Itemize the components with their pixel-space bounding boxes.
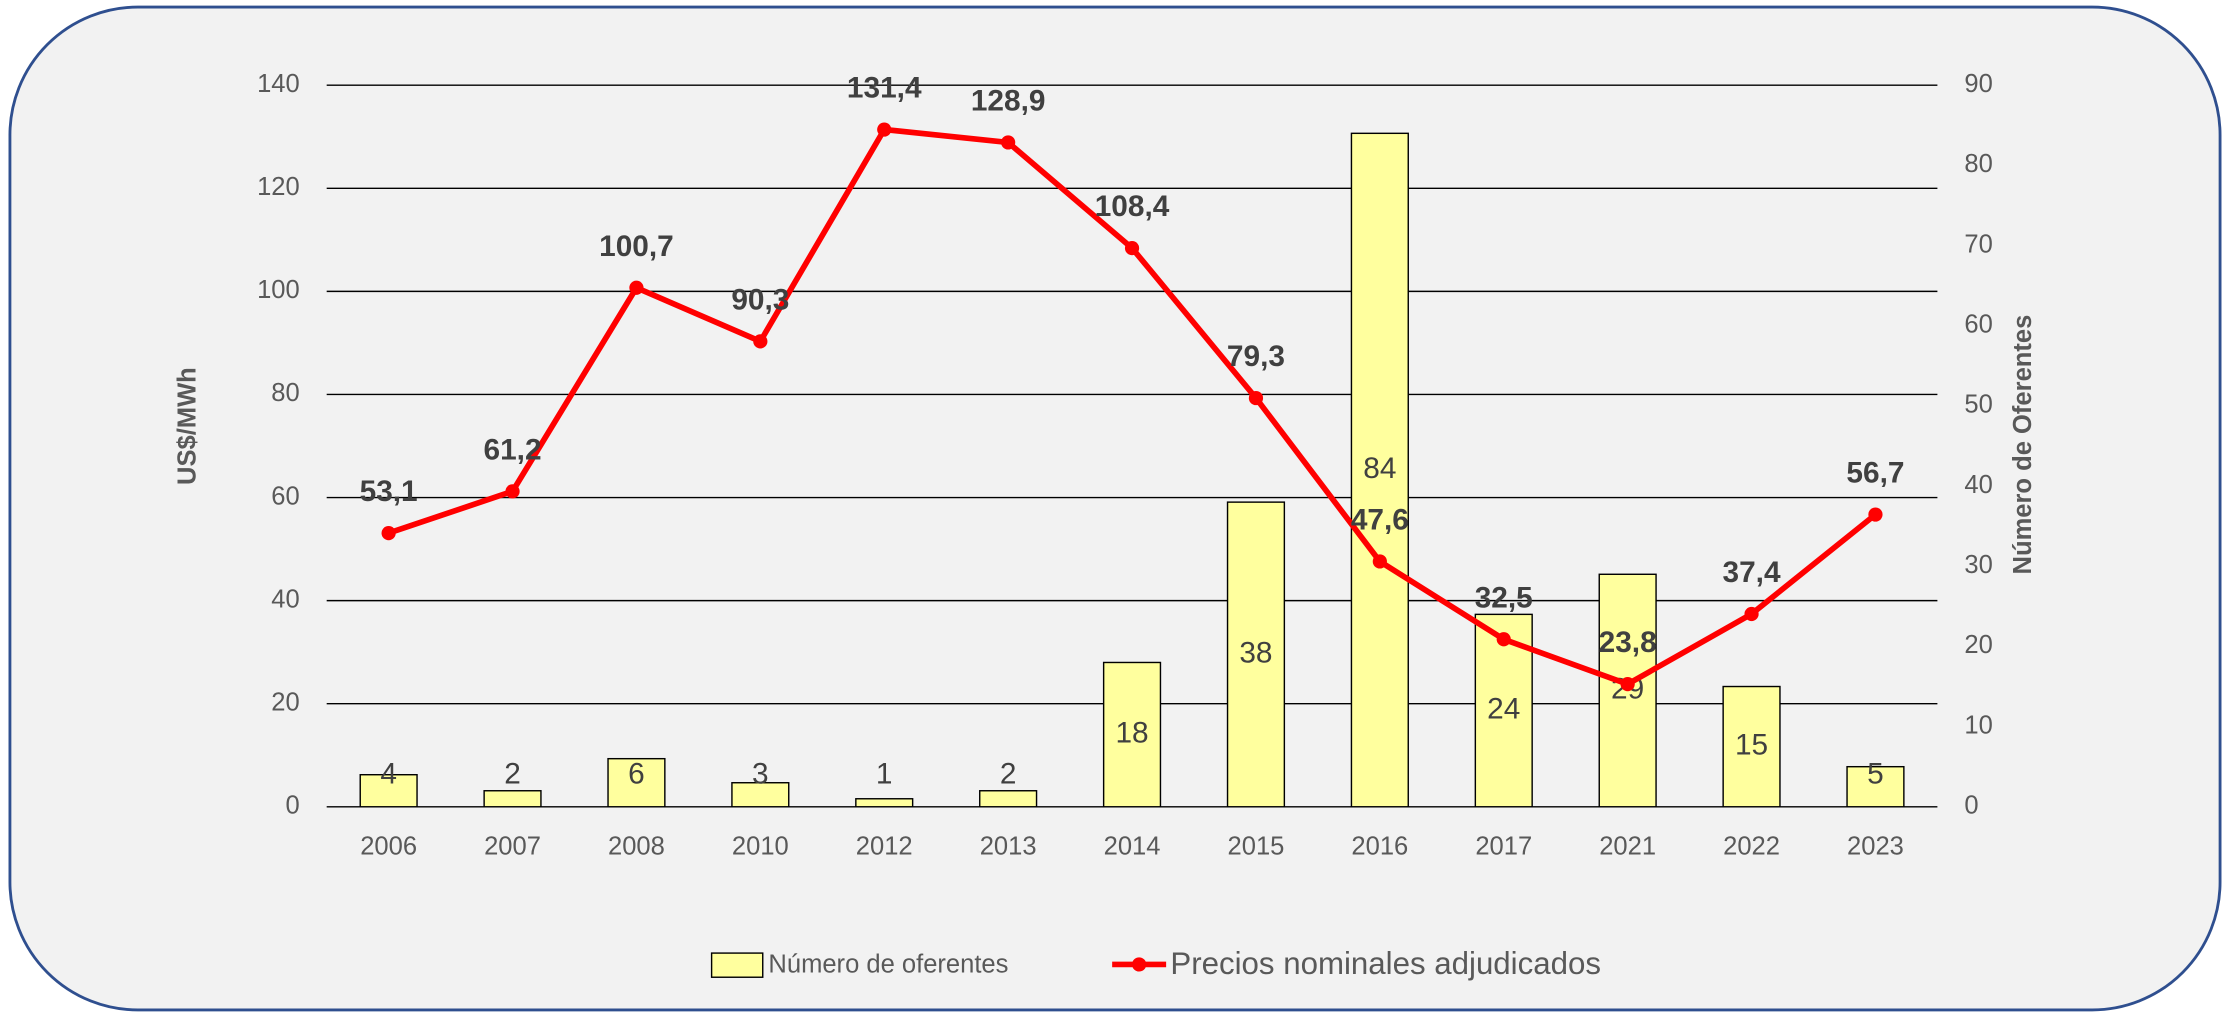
- x-tick-label: 2023: [1847, 833, 1904, 861]
- x-tick-label: 2007: [484, 833, 541, 861]
- point-label: 37,4: [1723, 556, 1781, 589]
- line-point: [505, 484, 520, 499]
- x-tick-label: 2016: [1351, 833, 1408, 861]
- line-point: [381, 526, 396, 541]
- legend-swatch: [710, 952, 764, 978]
- x-tick-label: 2008: [608, 833, 665, 861]
- y-tick-label: 80: [271, 379, 299, 407]
- chart-background: [8, 5, 2222, 1012]
- bar: [1102, 661, 1162, 808]
- point-label: 56,7: [1846, 457, 1904, 490]
- y2-tick-label: 40: [1964, 471, 1992, 499]
- y2-tick-label: 50: [1964, 391, 1992, 419]
- y2-tick-label: 90: [1964, 70, 1992, 98]
- x-tick-label: 2012: [856, 833, 913, 861]
- bar: [1846, 765, 1905, 808]
- bar-label: 2: [1000, 757, 1017, 790]
- legend-swatch-marker: [1132, 957, 1147, 972]
- y2-tick-label: 10: [1964, 711, 1992, 739]
- line-point: [1001, 135, 1016, 150]
- bar: [483, 790, 542, 808]
- bar: [359, 774, 418, 808]
- line-point: [877, 122, 892, 137]
- point-label: 47,6: [1351, 504, 1409, 537]
- x-tick-label: 2015: [1228, 833, 1285, 861]
- y-tick-label: 40: [271, 585, 299, 613]
- x-tick-label: 2013: [980, 833, 1037, 861]
- bar-label: 18: [1115, 717, 1148, 750]
- bar-label: 84: [1363, 452, 1396, 485]
- point-label: 61,2: [484, 433, 542, 466]
- bar-label: 15: [1735, 729, 1768, 762]
- bar-label: 6: [628, 757, 645, 790]
- bar-label: 3: [752, 757, 769, 790]
- point-label: 23,8: [1599, 626, 1657, 659]
- y2-axis-title: Número de Oferentes: [2009, 315, 2037, 575]
- y-axis-title: US$/MWh: [174, 367, 202, 485]
- line-point: [1496, 632, 1511, 647]
- line-point: [1868, 507, 1883, 522]
- bar-label: 5: [1867, 757, 1884, 790]
- bar: [1226, 501, 1286, 808]
- x-tick-label: 2010: [732, 833, 789, 861]
- line-point: [1744, 606, 1759, 622]
- line-point: [1248, 390, 1264, 406]
- point-label: 128,9: [971, 85, 1046, 118]
- bar: [979, 790, 1038, 808]
- x-tick-label: 2017: [1475, 833, 1532, 861]
- y2-tick-label: 70: [1964, 230, 1992, 258]
- point-label: 53,1: [360, 475, 418, 508]
- y-tick-label: 20: [271, 688, 299, 716]
- y2-tick-label: 60: [1964, 310, 1992, 338]
- y-tick-label: 140: [257, 70, 300, 98]
- bar: [1722, 685, 1781, 808]
- y2-tick-label: 30: [1964, 551, 1992, 579]
- y2-tick-label: 80: [1964, 150, 1992, 178]
- bar: [855, 798, 914, 808]
- y-tick-label: 120: [257, 173, 300, 201]
- point-label: 32,5: [1475, 581, 1533, 614]
- bar-label: 1: [876, 757, 893, 790]
- line-point: [753, 334, 768, 349]
- legend-label: Precios nominales adjudicados: [1170, 946, 1601, 981]
- x-tick-label: 2022: [1723, 833, 1780, 861]
- bar: [731, 782, 790, 808]
- point-label: 108,4: [1095, 190, 1170, 223]
- bar: [607, 757, 666, 808]
- line-point: [1372, 554, 1387, 569]
- y-tick-label: 100: [257, 276, 300, 304]
- bar-label: 24: [1487, 692, 1520, 725]
- point-label: 79,3: [1227, 340, 1285, 373]
- bar-label: 2: [504, 757, 521, 790]
- line-point: [1124, 240, 1140, 256]
- y-tick-label: 60: [271, 482, 299, 510]
- y2-tick-label: 20: [1964, 631, 1992, 659]
- point-label: 131,4: [847, 72, 922, 105]
- bar-label: 4: [380, 757, 397, 790]
- legend-label: Número de oferentes: [768, 951, 1008, 979]
- bar-label: 38: [1239, 636, 1272, 669]
- y-tick-label: 0: [285, 792, 299, 820]
- bar: [1350, 132, 1409, 808]
- point-label: 90,3: [731, 283, 789, 316]
- y2-tick-label: 0: [1964, 792, 1978, 820]
- x-tick-label: 2021: [1599, 833, 1656, 861]
- x-tick-label: 2014: [1104, 833, 1161, 861]
- point-label: 100,7: [599, 230, 674, 263]
- line-point: [1620, 677, 1635, 692]
- x-tick-label: 2006: [360, 833, 417, 861]
- line-point: [629, 280, 644, 295]
